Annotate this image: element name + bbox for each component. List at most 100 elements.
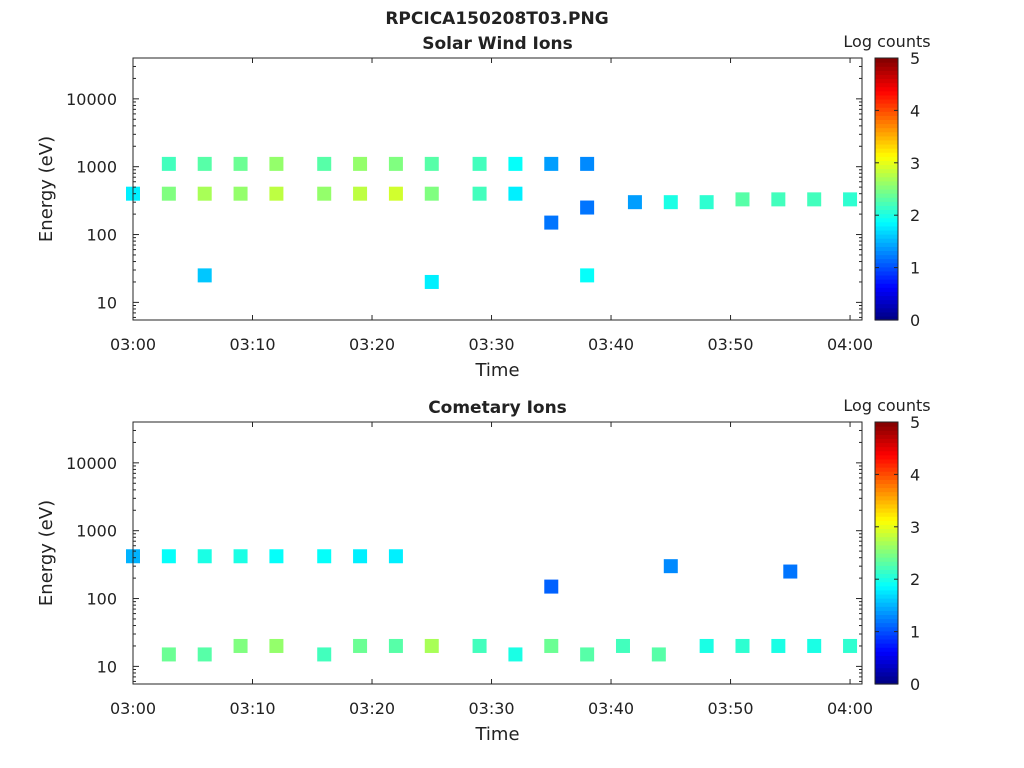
colorbar-segment xyxy=(875,450,898,456)
colorbar-segment xyxy=(875,74,898,80)
x-tick-label: 03:20 xyxy=(349,699,395,718)
heatmap-cell xyxy=(197,647,212,662)
colorbar-segment xyxy=(875,295,898,301)
heatmap-cell xyxy=(735,192,750,207)
colorbar-segment xyxy=(875,115,898,121)
colorbar-segment xyxy=(875,213,898,219)
colorbar-segment xyxy=(875,180,898,186)
colorbar-segment xyxy=(875,659,898,665)
heatmap-cell xyxy=(651,647,666,662)
colorbar-segment xyxy=(875,94,898,100)
colorbar-segment xyxy=(875,221,898,227)
colorbar-segment xyxy=(875,90,898,96)
colorbar-segment xyxy=(875,487,898,493)
colorbar-segment xyxy=(875,561,898,566)
y-axis-label: Energy (eV) xyxy=(36,136,57,242)
heatmap-cell xyxy=(508,647,523,662)
heatmap-cell xyxy=(269,156,284,171)
colorbar-segment xyxy=(875,503,898,509)
x-tick-label: 03:00 xyxy=(110,335,156,354)
colorbar-segment xyxy=(875,209,898,215)
heatmap-cell xyxy=(269,638,284,653)
colorbar-segment xyxy=(875,283,898,288)
heatmap-cell xyxy=(580,156,595,171)
colorbar-segment xyxy=(875,58,898,63)
colorbar-segment xyxy=(875,679,898,685)
colorbar-label: Log counts xyxy=(843,32,930,51)
x-tick-label: 03:40 xyxy=(588,699,634,718)
colorbar-segment xyxy=(875,131,898,137)
colorbar-tick-label: 4 xyxy=(910,465,920,484)
heatmap-cell xyxy=(663,559,678,574)
colorbar-segment xyxy=(875,507,898,513)
heatmap-cell xyxy=(424,186,439,201)
heatmap-cell xyxy=(807,192,822,207)
colorbar-segment xyxy=(875,172,898,178)
heatmap-cell xyxy=(233,638,248,653)
x-axis-label: Time xyxy=(474,360,519,381)
heatmap-cell xyxy=(388,638,403,653)
heatmap-cell xyxy=(615,638,630,653)
y-tick-label: 1000 xyxy=(76,522,117,541)
heatmap-cell xyxy=(472,186,487,201)
colorbar-tick-label: 3 xyxy=(910,518,920,537)
colorbar-frame xyxy=(874,57,899,321)
heatmap-cell xyxy=(424,638,439,653)
colorbar-segment xyxy=(875,242,898,247)
colorbar-segment xyxy=(875,98,898,104)
colorbar-segment xyxy=(875,176,898,182)
colorbar-segment xyxy=(875,573,898,579)
x-tick-label: 03:10 xyxy=(229,335,275,354)
x-tick-label: 04:00 xyxy=(827,699,873,718)
colorbar-segment xyxy=(875,430,898,435)
heatmap-cell xyxy=(508,156,523,171)
colorbar-tick-label: 1 xyxy=(910,259,920,278)
colorbar-segment xyxy=(875,189,898,194)
colorbar-segment xyxy=(875,622,898,628)
colorbar-segment xyxy=(875,593,898,599)
colorbar-segment xyxy=(875,577,898,583)
heatmap-cell xyxy=(197,156,212,171)
colorbar-segment xyxy=(875,422,898,427)
colorbar-tick-label: 2 xyxy=(910,206,920,225)
figure-title: RPCICA150208T03.PNG xyxy=(385,9,608,29)
colorbar-segment xyxy=(875,512,898,517)
colorbar-segment xyxy=(875,127,898,133)
colorbar-segment xyxy=(875,291,898,297)
heatmap-cell xyxy=(843,638,858,653)
colorbar-segment xyxy=(875,598,898,603)
colorbar-segment xyxy=(875,217,898,223)
heatmap-cell xyxy=(317,186,332,201)
heatmap-cell xyxy=(580,200,595,215)
colorbar-segment xyxy=(875,135,898,141)
axes-frame xyxy=(132,57,863,321)
heatmap-cell xyxy=(627,195,642,210)
colorbar-segment xyxy=(875,246,898,252)
heatmap-cell xyxy=(663,195,678,210)
heatmap-cell xyxy=(472,156,487,171)
y-tick-label: 100 xyxy=(86,590,117,609)
colorbar-segment xyxy=(875,426,898,431)
colorbar-segment xyxy=(875,667,898,673)
heatmap-cell xyxy=(544,215,559,230)
colorbar-segment xyxy=(875,160,898,166)
heatmap-cell xyxy=(269,186,284,201)
colorbar-segment xyxy=(875,311,898,317)
colorbar-segment xyxy=(875,462,898,468)
colorbar-segment xyxy=(875,520,898,525)
colorbar-segment xyxy=(875,234,898,239)
heatmap-cell xyxy=(353,549,368,564)
panel-title: Solar Wind Ions xyxy=(422,34,573,54)
colorbar-segment xyxy=(875,651,898,656)
colorbar-segment xyxy=(875,528,898,534)
heatmap-cell xyxy=(544,638,559,653)
colorbar-segment xyxy=(875,655,898,661)
heatmap-cell xyxy=(161,549,176,564)
heatmap-cell xyxy=(735,638,750,653)
colorbar-segment xyxy=(875,119,898,125)
colorbar-segment xyxy=(875,536,898,542)
x-tick-label: 03:20 xyxy=(349,335,395,354)
heatmap-cell xyxy=(353,186,368,201)
